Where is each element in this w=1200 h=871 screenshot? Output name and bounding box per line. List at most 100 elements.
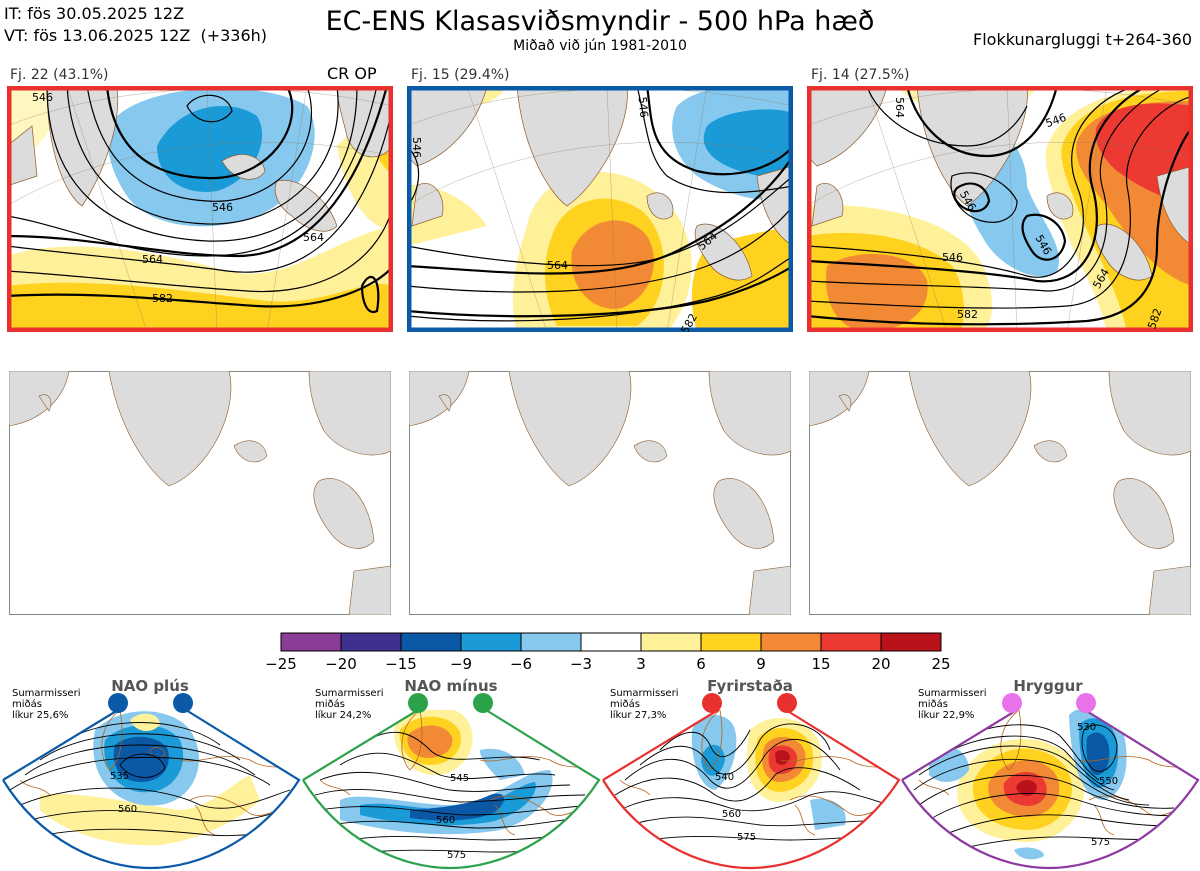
colorbar-tick-label: −25	[265, 655, 297, 673]
colorbar-cell	[520, 632, 582, 652]
regime-note-line: Sumarmisseri	[918, 688, 987, 699]
cluster-2-label: Fj. 15 (29.4%)	[411, 67, 510, 83]
base-map-2	[409, 371, 791, 615]
colorbar-ticks: −25 −20 −15 −9 −6 −3 3 6 9 15 20 25	[259, 655, 963, 675]
regime-note-line: miðás	[610, 699, 640, 710]
contour-label: 546	[212, 201, 233, 214]
regime-note-line: líkur 25,6%	[12, 710, 69, 721]
colorbar-cell	[760, 632, 822, 652]
colorbar-tick-label: 9	[756, 655, 766, 673]
contour-label: 560	[722, 809, 741, 820]
regime-4-note: Sumarmisseri miðás líkur 22,9%	[918, 688, 986, 721]
colorbar-tick-label: 15	[811, 655, 831, 673]
colorbar-cell	[580, 632, 642, 652]
contour-label: 582	[957, 308, 978, 321]
regime-3-map: 540 560 575	[602, 693, 901, 870]
contour-label: 575	[737, 832, 756, 843]
colorbar-cell	[640, 632, 702, 652]
contour-label: 564	[303, 231, 324, 244]
regime-note-line: Sumarmisseri	[610, 688, 679, 699]
cluster-1-label: Fj. 22 (43.1%)	[10, 67, 109, 83]
valid-time: VT: fös 13.06.2025 12Z (+336h)	[4, 26, 268, 45]
cluster-3-map: 546 546 546 582 564 546 582 564	[807, 86, 1193, 332]
init-time: IT: fös 30.05.2025 12Z	[4, 4, 185, 23]
regime-3-marker-dot	[702, 693, 722, 713]
colorbar-tick-label: −3	[569, 655, 593, 673]
contour-label: 546	[942, 251, 963, 264]
base-map-1	[9, 371, 391, 615]
regime-3-marker-dot	[777, 693, 797, 713]
regime-1-note: Sumarmisseri miðás líkur 25,6%	[12, 688, 80, 721]
colorbar-tick-label: 25	[931, 655, 951, 673]
colorbar-tick-label: −15	[385, 655, 417, 673]
colorbar-tick-label: 6	[696, 655, 706, 673]
colorbar-cell	[700, 632, 762, 652]
regime-2-marker-dot	[473, 693, 493, 713]
colorbar-tick-label: −6	[509, 655, 533, 673]
colorbar-cell	[880, 632, 942, 652]
regime-note-line: líkur 24,2%	[315, 710, 372, 721]
regime-note-line: líkur 22,9%	[918, 710, 975, 721]
regime-2-map: 545 560 575	[302, 693, 601, 870]
regime-3-name: Fyrirstaða	[707, 677, 793, 695]
regime-1-marker-dot	[173, 693, 193, 713]
base-map-3	[809, 371, 1191, 615]
colorbar-tick-label: 3	[636, 655, 646, 673]
contour-label: 546	[636, 96, 651, 118]
regime-2-name: NAO mínus	[404, 677, 498, 695]
contour-label: 564	[547, 259, 568, 272]
colorbar-cell	[280, 632, 342, 652]
contour-label: 550	[1099, 776, 1118, 787]
contour-label: 546	[410, 137, 423, 158]
contour-label: 564	[142, 253, 163, 266]
regime-note-line: miðás	[315, 699, 345, 710]
contour-label: 575	[447, 850, 466, 861]
regime-4-map: 530 550 575	[901, 693, 1200, 870]
colorbar-cell	[820, 632, 882, 652]
contour-label: 545	[450, 773, 469, 784]
cluster-2-map: 564 546 564 582 546	[407, 86, 793, 332]
contour-label: 582	[152, 292, 173, 305]
regime-4-marker-dot	[1002, 693, 1022, 713]
contour-label: 575	[1091, 837, 1110, 848]
contour-label: 535	[110, 771, 129, 782]
cluster-1-map: 546 564 582 546 564	[7, 86, 393, 332]
regime-2-note: Sumarmisseri miðás líkur 24,2%	[315, 688, 383, 721]
contour-label: 540	[715, 772, 734, 783]
colorbar-tick-label: −9	[449, 655, 473, 673]
regime-2-marker-dot	[408, 693, 428, 713]
cluster-1-frame	[7, 86, 393, 332]
regime-4-marker-dot	[1076, 693, 1096, 713]
regime-4-name: Hryggur	[1013, 677, 1083, 695]
regime-3-note: Sumarmisseri miðás líkur 27,3%	[610, 688, 678, 721]
page-subtitle: Miðað við jún 1981-2010	[513, 38, 687, 54]
contour-label: 530	[1077, 722, 1096, 733]
cluster-3-frame	[807, 86, 1193, 332]
run-times: IT: fös 30.05.2025 12Z VT: fös 13.06.202…	[4, 3, 267, 47]
regime-note-line: Sumarmisseri	[12, 688, 81, 699]
regime-4-frame	[901, 709, 1200, 870]
regime-note-line: Sumarmisseri	[315, 688, 384, 699]
cluster-window: Flokkunargluggi t+264-360	[973, 30, 1192, 49]
colorbar-cell	[400, 632, 462, 652]
contour-label: 564	[893, 97, 906, 118]
cluster-2-frame	[407, 86, 793, 332]
page-title: EC-ENS Klasasviðsmyndir - 500 hPa hæð	[325, 6, 875, 37]
colorbar-tick-label: −20	[325, 655, 357, 673]
contour-label: 546	[32, 91, 53, 104]
contour-label: 560	[436, 815, 455, 826]
regime-1-name: NAO plús	[111, 677, 189, 695]
regime-1-frame	[2, 709, 301, 870]
colorbar	[280, 632, 942, 652]
colorbar-cell	[340, 632, 402, 652]
regime-1-map: 535 560	[2, 693, 301, 870]
regime-3-frame	[602, 709, 901, 870]
cluster-3-label: Fj. 14 (27.5%)	[811, 67, 910, 83]
contour-label: 560	[118, 804, 137, 815]
colorbar-cell	[460, 632, 522, 652]
regime-note-line: líkur 27,3%	[610, 710, 667, 721]
regime-2-frame	[302, 709, 601, 870]
regime-note-line: miðás	[918, 699, 948, 710]
regime-note-line: miðás	[12, 699, 42, 710]
colorbar-tick-label: 20	[871, 655, 891, 673]
